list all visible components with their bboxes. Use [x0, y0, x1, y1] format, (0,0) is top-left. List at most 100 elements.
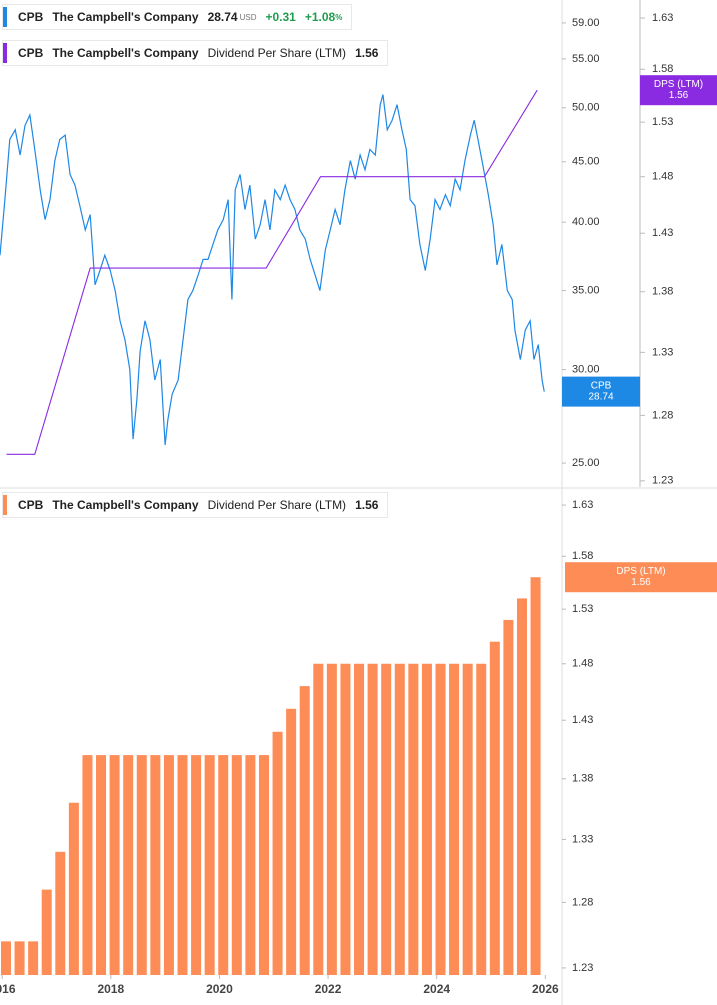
- y-tick-label: 1.63: [572, 499, 593, 511]
- bar: [449, 663, 460, 975]
- bar: [326, 663, 337, 975]
- value-tag: [562, 376, 640, 407]
- legend: CPB The Campbell's Company 28.74 USD +0.31 +1…: [2, 4, 353, 30]
- y-tick-label: 59.00: [572, 17, 600, 29]
- bar: [340, 663, 351, 975]
- y-tick-label: 1.33: [572, 833, 593, 845]
- bar: [245, 755, 256, 975]
- bar-value-tag-value: 1.56: [631, 577, 651, 588]
- x-tick-label: 2018: [97, 982, 124, 996]
- bar: [28, 941, 39, 975]
- bar: [286, 708, 297, 975]
- y-tick-label: 55.00: [572, 53, 600, 65]
- legend-text: +0.31: [265, 10, 296, 24]
- bar: [55, 851, 66, 975]
- legend-swatch: [3, 43, 7, 63]
- y-tick-label: 1.38: [652, 286, 673, 298]
- bar: [204, 755, 215, 975]
- bar: [354, 663, 365, 975]
- bar: [435, 663, 446, 975]
- x-tick-label: 2022: [315, 982, 342, 996]
- y-tick-label: 1.28: [572, 896, 593, 908]
- legend-text: The Campbell's Company: [52, 498, 199, 512]
- bar-value-tag-label: DPS (LTM): [616, 566, 665, 577]
- y-tick-label: 1.53: [652, 116, 673, 128]
- legend-text: CPB: [18, 10, 44, 24]
- bar: [177, 755, 188, 975]
- value-tag-label: CPB: [591, 380, 612, 391]
- x-tick-label: 2016: [0, 982, 16, 996]
- y-tick-label: 1.48: [572, 658, 593, 670]
- x-tick-label: 2024: [423, 982, 450, 996]
- legend-text: The Campbell's Company: [52, 10, 199, 24]
- y-tick-label: 1.63: [652, 12, 673, 24]
- legend-text: Dividend Per Share (LTM): [207, 498, 347, 512]
- legend-text: USD: [239, 12, 257, 22]
- legend-swatch: [3, 7, 7, 27]
- bar: [150, 755, 161, 975]
- y-tick-label: 25.00: [572, 457, 600, 469]
- y2-value-tag-label: DPS (LTM): [654, 79, 703, 90]
- y-tick-label: 1.43: [652, 227, 673, 239]
- series-line: [6, 89, 538, 455]
- bar: [381, 663, 392, 975]
- y-tick-label: 40.00: [572, 216, 600, 228]
- bar: [421, 663, 432, 975]
- bar: [258, 755, 269, 975]
- bar: [14, 941, 25, 975]
- y-tick-label: 35.00: [572, 285, 600, 297]
- bar: [41, 889, 52, 975]
- bar: [299, 686, 310, 975]
- bar: [408, 663, 419, 975]
- value-tag-value: 28.74: [588, 391, 613, 402]
- bar: [476, 663, 487, 975]
- y-tick-label: 1.53: [572, 603, 593, 615]
- bar: [136, 755, 147, 975]
- bar: [218, 755, 229, 975]
- bar: [82, 755, 93, 975]
- legend-text: 1.56: [355, 46, 379, 60]
- bar: [503, 619, 514, 975]
- y-tick-label: 1.58: [572, 550, 593, 562]
- y-tick-label: 50.00: [572, 102, 600, 114]
- y-tick-label: 1.43: [572, 714, 593, 726]
- bar: [123, 755, 134, 975]
- legend-text: +1.08: [304, 10, 336, 24]
- legend-swatch: [3, 495, 7, 515]
- y-tick-label: 1.38: [572, 773, 593, 785]
- legend: CPB The Campbell's Company Dividend Per Sh…: [2, 492, 389, 518]
- y-tick-label: 30.00: [572, 364, 600, 376]
- y-tick-label: 1.28: [652, 409, 673, 421]
- legend-text: CPB: [18, 46, 44, 60]
- legend: CPB The Campbell's Company Dividend Per Sh…: [2, 40, 389, 66]
- bar: [96, 755, 107, 975]
- legend-text: 1.56: [355, 498, 379, 512]
- y-tick-label: 45.00: [572, 156, 600, 168]
- y-tick-label: 1.58: [652, 63, 673, 75]
- y-tick-label: 1.33: [652, 346, 673, 358]
- legend-text: The Campbell's Company: [52, 46, 199, 60]
- bar: [272, 731, 283, 975]
- legend-text: 28.74: [207, 10, 238, 24]
- bar: [0, 941, 11, 975]
- bar: [231, 755, 242, 975]
- bar-value-tag: [565, 562, 717, 593]
- bar: [313, 663, 324, 975]
- series-line: [0, 94, 545, 446]
- x-tick-label: 2020: [206, 982, 233, 996]
- bar: [109, 755, 120, 975]
- legend-text: %: [335, 12, 343, 22]
- y-tick-label: 1.23: [572, 962, 593, 974]
- bar: [530, 577, 541, 975]
- bar: [516, 598, 527, 975]
- y-tick-label: 1.48: [652, 171, 673, 183]
- bar: [394, 663, 405, 975]
- bar: [191, 755, 202, 975]
- x-tick-label: 2026: [532, 982, 559, 996]
- y-tick-label: 1.23: [652, 475, 673, 487]
- legend-text: CPB: [18, 498, 44, 512]
- y2-value-tag: [640, 75, 717, 106]
- y2-value-tag-value: 1.56: [669, 90, 689, 101]
- legend-text: Dividend Per Share (LTM): [207, 46, 347, 60]
